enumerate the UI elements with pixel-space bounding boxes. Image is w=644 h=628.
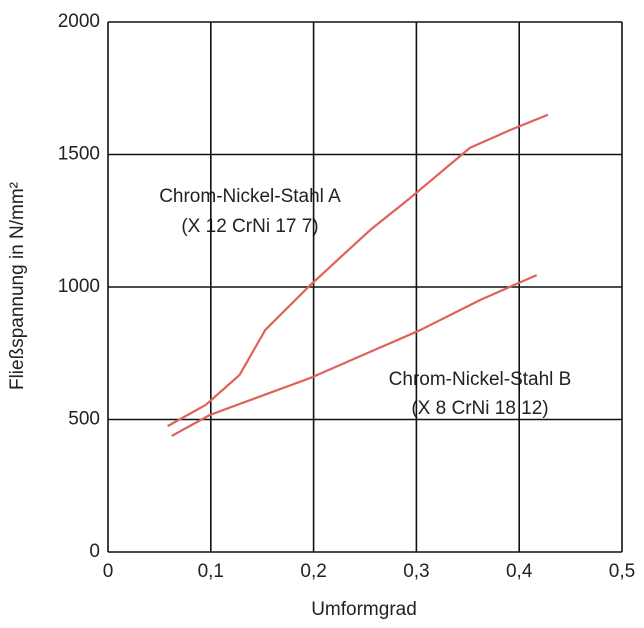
annotation: (X 12 CrNi 17 7) — [181, 216, 318, 237]
y-tick-label: 0 — [89, 541, 100, 562]
x-tick-label: 0 — [103, 561, 114, 582]
annotation: Chrom-Nickel-Stahl B — [389, 369, 572, 390]
y-tick-label: 1500 — [58, 144, 100, 165]
x-tick-label: 0,4 — [506, 561, 533, 582]
y-axis-label: Fließspannung in N/mm² — [7, 182, 28, 390]
annotation: (X 8 CrNi 18 12) — [411, 398, 548, 419]
y-tick-label: 2000 — [58, 11, 100, 32]
data-line — [167, 113, 549, 428]
x-tick-label: 0,1 — [198, 561, 224, 582]
annotation: Chrom-Nickel-Stahl A — [159, 186, 341, 207]
x-axis-label: Umformgrad — [311, 599, 417, 620]
x-tick-label: 0,2 — [300, 561, 326, 582]
x-tick-label: 0,3 — [403, 561, 429, 582]
y-tick-label: 500 — [68, 409, 100, 430]
data-line — [171, 274, 538, 437]
y-tick-label: 1000 — [58, 276, 100, 297]
x-tick-label: 0,5 — [609, 561, 635, 582]
